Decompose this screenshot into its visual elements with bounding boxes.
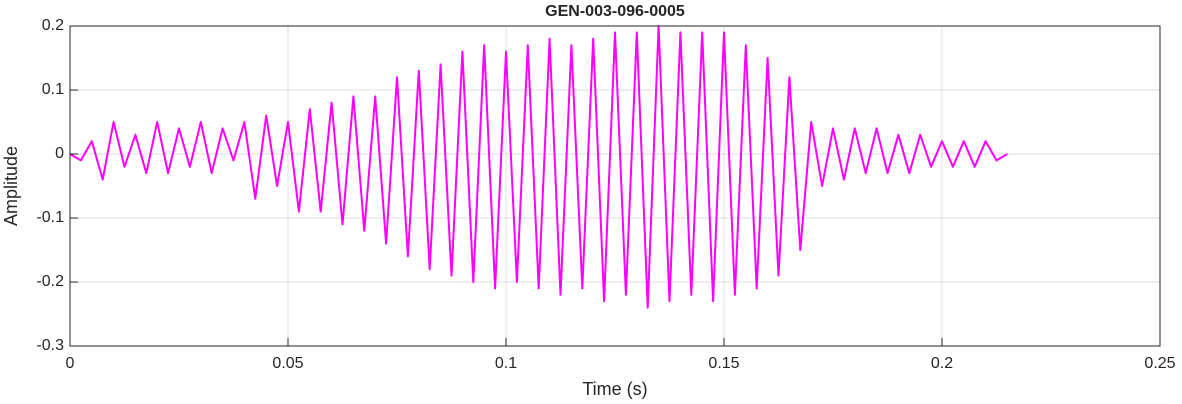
x-tick-label: 0.1 [495, 355, 517, 372]
y-tick-label: 0 [55, 145, 64, 162]
x-axis-label: Time (s) [582, 379, 647, 399]
lines [69, 25, 1008, 309]
y-tick-label: 0.2 [42, 17, 64, 34]
y-tick-label: 0.1 [42, 81, 64, 98]
x-tick-label: 0.25 [1144, 355, 1175, 372]
chart-title: GEN-003-096-0005 [545, 3, 685, 20]
x-tick-label: 0.2 [931, 355, 953, 372]
x-tick-label: 0 [66, 355, 75, 372]
x-tick-label: 0.15 [708, 355, 739, 372]
y-axis-label: Amplitude [1, 146, 21, 226]
y-tick-label: -0.2 [36, 273, 64, 290]
x-tick-label: 0.05 [272, 355, 303, 372]
y-tick-label: -0.1 [36, 209, 64, 226]
waveform-line [69, 25, 1008, 309]
y-tick-label: -0.3 [36, 337, 64, 354]
plot-area [70, 26, 1160, 346]
axes-box [69, 25, 1161, 347]
